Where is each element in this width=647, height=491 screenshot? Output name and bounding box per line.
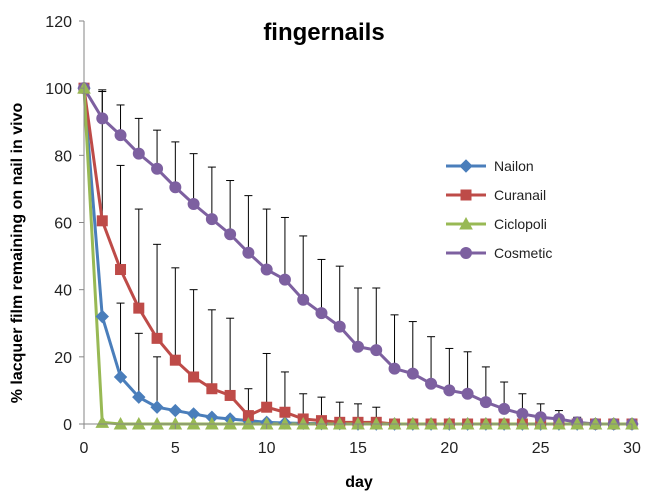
axes bbox=[79, 20, 633, 429]
data-point bbox=[132, 390, 146, 404]
data-point bbox=[132, 147, 145, 160]
data-point bbox=[115, 264, 127, 276]
data-point bbox=[114, 129, 127, 142]
data-point bbox=[188, 371, 200, 383]
data-point bbox=[260, 263, 273, 276]
legend-label: Ciclopoli bbox=[494, 216, 547, 232]
data-point bbox=[133, 302, 145, 314]
data-point bbox=[206, 383, 218, 395]
x-tick-label: 15 bbox=[349, 440, 367, 457]
data-point bbox=[278, 273, 291, 286]
data-point bbox=[315, 307, 328, 320]
y-tick-label: 100 bbox=[45, 81, 72, 98]
data-point bbox=[460, 247, 472, 259]
legend: Nailon Curanail Ciclopoli Cosmetic bbox=[446, 158, 552, 261]
data-point bbox=[406, 367, 419, 380]
data-point bbox=[479, 396, 492, 409]
data-point bbox=[150, 400, 164, 414]
data-point bbox=[224, 228, 237, 241]
legend-label: Curanail bbox=[494, 187, 546, 203]
series-markers bbox=[77, 81, 639, 431]
x-tick-label: 20 bbox=[440, 440, 458, 457]
data-point bbox=[95, 415, 110, 428]
data-point bbox=[443, 384, 456, 397]
tick-labels: 0 20 40 60 80 100 120 0 5 10 15 20 25 30 bbox=[45, 14, 641, 457]
data-point bbox=[224, 389, 236, 401]
data-point bbox=[169, 354, 181, 366]
data-point bbox=[460, 189, 472, 201]
data-point bbox=[151, 332, 163, 344]
chart-title: fingernails bbox=[263, 19, 384, 46]
data-point bbox=[205, 213, 218, 226]
data-point bbox=[461, 387, 474, 400]
data-point bbox=[279, 406, 291, 418]
x-tick-label: 30 bbox=[623, 440, 641, 457]
error-bars bbox=[98, 89, 582, 423]
data-point bbox=[169, 181, 182, 194]
legend-label: Nailon bbox=[494, 158, 534, 174]
data-point bbox=[352, 340, 364, 353]
data-point bbox=[96, 215, 108, 227]
x-tick-label: 25 bbox=[532, 440, 550, 457]
data-point bbox=[242, 246, 255, 259]
x-axis-label: day bbox=[345, 474, 373, 491]
data-point bbox=[370, 344, 383, 357]
y-axis-label: % lacquer film remaining on nail in vivo bbox=[9, 103, 26, 404]
data-point bbox=[459, 216, 473, 230]
data-point bbox=[151, 162, 164, 175]
data-point bbox=[95, 309, 109, 324]
data-point bbox=[261, 401, 273, 413]
data-point bbox=[168, 403, 183, 418]
x-tick-label: 10 bbox=[258, 440, 276, 457]
y-tick-label: 0 bbox=[63, 417, 72, 434]
data-point bbox=[333, 320, 346, 333]
x-tick-label: 0 bbox=[80, 440, 89, 457]
data-point bbox=[498, 402, 511, 415]
x-tick-label: 5 bbox=[171, 440, 180, 457]
data-point bbox=[297, 293, 310, 306]
data-point bbox=[425, 377, 438, 390]
data-point bbox=[459, 159, 473, 173]
legend-label: Cosmetic bbox=[494, 245, 552, 261]
y-tick-label: 120 bbox=[45, 14, 72, 31]
y-tick-label: 20 bbox=[54, 350, 72, 367]
data-point bbox=[113, 370, 128, 384]
y-tick-label: 60 bbox=[54, 216, 72, 233]
data-point bbox=[388, 362, 401, 375]
y-tick-label: 40 bbox=[54, 283, 72, 300]
y-tick-label: 80 bbox=[54, 148, 72, 165]
data-point bbox=[96, 112, 109, 125]
data-point bbox=[187, 198, 200, 211]
